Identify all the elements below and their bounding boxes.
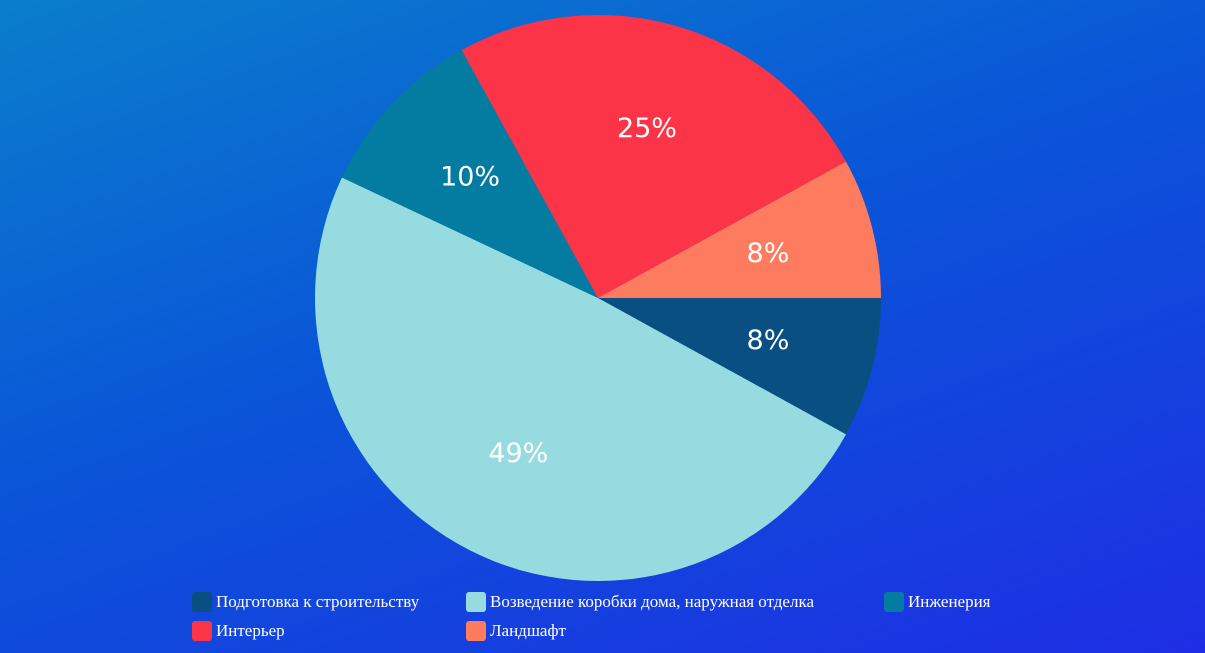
legend-label-construction: Возведение коробки дома, наружная отделк… [490, 592, 815, 611]
pie-slices [314, 14, 881, 582]
pie-slice-4[interactable] [598, 161, 881, 298]
legend-swatch-interior [192, 621, 212, 641]
pie-slice-label-1: 49% [488, 438, 548, 469]
legend-item-construction[interactable]: Возведение коробки дома, наружная отделк… [466, 592, 814, 612]
legend-label-preparation: Подготовка к строительству [216, 592, 420, 611]
pie-slice-label-4: 8% [747, 238, 790, 269]
pie-slice-1[interactable] [314, 177, 846, 582]
legend-swatch-engineering [884, 592, 904, 612]
pie-slice-label-2: 10% [440, 161, 500, 192]
pie-slice-0[interactable] [598, 298, 881, 435]
legend-swatch-landscape [466, 621, 486, 641]
legend-swatch-construction [466, 592, 486, 612]
pie-chart: 8% 49% 10% 25% 8% [314, 14, 881, 582]
legend-item-landscape[interactable]: Ландшафт [466, 621, 566, 641]
pie-slice-label-3: 25% [617, 113, 677, 144]
pie-slice-2[interactable] [341, 50, 598, 298]
legend-item-engineering[interactable]: Инженерия [884, 592, 991, 612]
legend-label-landscape: Ландшафт [490, 621, 566, 640]
pie-slice-label-0: 8% [747, 325, 790, 356]
legend-item-interior[interactable]: Интерьер [192, 621, 285, 641]
legend-label-interior: Интерьер [216, 621, 285, 640]
legend-swatch-preparation [192, 592, 212, 612]
pie-slice-3[interactable] [461, 14, 846, 298]
legend-label-engineering: Инженерия [908, 592, 991, 611]
legend-item-preparation[interactable]: Подготовка к строительству [192, 592, 419, 612]
pie-slice-labels: 8% 49% 10% 25% 8% [440, 113, 789, 469]
